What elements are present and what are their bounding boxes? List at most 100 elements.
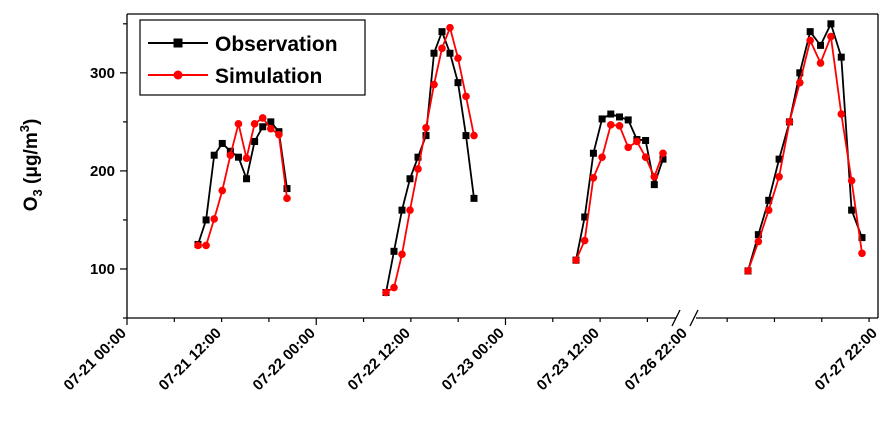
data-point-simulation xyxy=(250,120,259,128)
data-point-observation xyxy=(454,79,462,87)
data-point-observation xyxy=(848,206,856,214)
data-point-simulation xyxy=(283,194,291,203)
series-line-simulation xyxy=(385,24,475,294)
x-tick-label: 07-22 00:00 xyxy=(250,325,319,394)
data-point-simulation xyxy=(398,250,406,259)
legend-entry-observation: Observation xyxy=(148,33,338,56)
data-point-simulation xyxy=(194,241,202,250)
legend-marker-observation xyxy=(173,38,183,48)
data-point-observation xyxy=(251,137,259,145)
data-point-observation xyxy=(446,49,454,57)
data-point-simulation xyxy=(659,149,667,158)
data-point-observation xyxy=(659,155,667,163)
y-axis-label-unit: (μg/m xyxy=(21,132,42,189)
series-layer xyxy=(194,20,866,297)
data-point-simulation xyxy=(764,206,773,214)
data-point-simulation xyxy=(847,176,856,185)
data-point-simulation xyxy=(226,151,235,160)
data-point-observation xyxy=(581,213,589,221)
data-point-observation xyxy=(624,116,632,124)
data-point-simulation xyxy=(422,123,430,132)
data-point-simulation xyxy=(234,120,243,128)
y-axis-label-sub: 3 xyxy=(30,189,45,196)
x-tick-label: 07-27 22:00 xyxy=(812,325,881,394)
data-point-simulation xyxy=(414,165,422,173)
data-point-observation xyxy=(422,132,430,140)
data-point-simulation xyxy=(210,215,218,223)
y-axis-label-unit-sup: 3 xyxy=(17,125,32,132)
data-point-observation xyxy=(462,132,470,140)
legend-label-simulation: Simulation xyxy=(215,65,322,88)
series-simulation xyxy=(194,23,866,297)
data-point-simulation xyxy=(390,283,398,292)
data-point-observation xyxy=(837,53,845,61)
data-point-simulation xyxy=(589,173,598,182)
data-point-simulation xyxy=(633,137,641,146)
axis-break-mark-left xyxy=(671,309,681,327)
data-point-observation xyxy=(210,151,218,159)
data-point-observation xyxy=(438,28,446,36)
data-point-simulation xyxy=(454,54,462,62)
data-point-simulation xyxy=(438,44,446,53)
data-point-simulation xyxy=(462,92,470,101)
data-point-observation xyxy=(259,123,267,131)
y-tick-label: 100 xyxy=(90,261,115,278)
series-line-observation xyxy=(575,113,664,261)
plot-area xyxy=(126,13,879,327)
y-axis-label-main: O xyxy=(21,197,42,212)
x-tick-label: 07-21 00:00 xyxy=(61,325,130,394)
data-point-simulation xyxy=(641,153,650,161)
data-point-simulation xyxy=(267,124,275,133)
data-point-observation xyxy=(775,155,783,163)
data-point-observation xyxy=(234,153,242,161)
data-point-simulation xyxy=(470,131,478,140)
y-axis-label: O3 (μg/m3) xyxy=(17,119,45,212)
data-point-observation xyxy=(607,110,615,118)
data-point-observation xyxy=(226,147,234,155)
axis-break-mark-right xyxy=(689,309,699,327)
y-axis-label-unit-close: ) xyxy=(21,119,42,125)
data-point-observation xyxy=(470,194,478,202)
data-point-observation xyxy=(817,41,825,49)
data-point-observation xyxy=(616,113,623,121)
data-point-observation xyxy=(589,149,597,157)
legend-marker-simulation xyxy=(173,70,183,80)
data-point-observation xyxy=(243,175,251,183)
data-point-observation xyxy=(754,231,762,239)
data-point-observation xyxy=(390,247,398,255)
data-point-simulation xyxy=(615,121,624,130)
data-point-observation xyxy=(650,181,658,189)
data-point-observation xyxy=(218,139,226,147)
data-point-observation xyxy=(283,185,291,193)
data-point-simulation xyxy=(816,59,825,67)
data-point-simulation xyxy=(858,249,866,258)
legend-label-observation: Observation xyxy=(215,33,338,56)
x-tick-label: 07-21 12:00 xyxy=(156,325,225,394)
data-point-observation xyxy=(858,234,866,242)
data-point-simulation xyxy=(382,288,390,297)
legend-entry-simulation: Simulation xyxy=(148,65,322,88)
data-point-observation xyxy=(406,175,414,183)
data-point-observation xyxy=(598,115,606,123)
data-point-simulation xyxy=(837,110,846,118)
series-line-simulation xyxy=(747,33,863,272)
y-tick-label: 200 xyxy=(90,163,115,180)
data-point-observation xyxy=(827,20,835,28)
data-point-simulation xyxy=(218,186,227,195)
data-point-observation xyxy=(267,118,275,126)
data-point-simulation xyxy=(796,78,804,87)
series-line-observation xyxy=(385,29,475,293)
data-point-simulation xyxy=(406,206,414,214)
x-tick-label: 07-26 22:00 xyxy=(622,325,691,394)
x-tick-label: 07-22 12:00 xyxy=(345,325,414,394)
data-point-simulation xyxy=(650,172,659,181)
data-point-simulation xyxy=(754,237,763,246)
data-point-observation xyxy=(430,49,438,57)
data-point-simulation xyxy=(827,32,835,41)
data-point-simulation xyxy=(806,36,814,45)
data-point-observation xyxy=(642,137,650,145)
data-point-simulation xyxy=(275,130,283,139)
x-tick-label: 07-23 12:00 xyxy=(534,325,603,394)
data-point-simulation xyxy=(775,172,783,181)
